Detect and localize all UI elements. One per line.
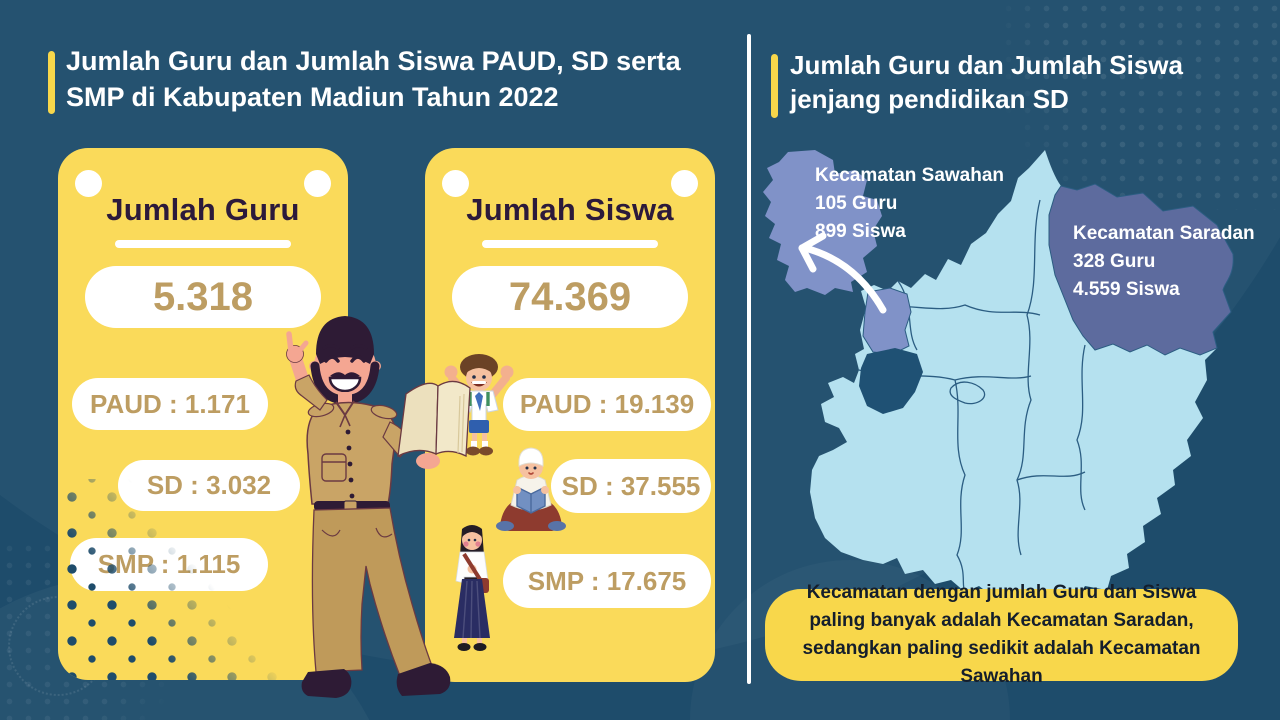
title-accent-bar (771, 54, 778, 118)
schoolgirl-icon (454, 525, 490, 651)
sawahan-callout: Kecamatan Sawahan 105 Guru 899 Siswa (815, 162, 1004, 246)
curved-arrow-icon (798, 232, 887, 314)
punch-hole (442, 170, 469, 197)
title-underline (482, 240, 658, 248)
section-divider (747, 34, 751, 684)
saradan-callout: Kecamatan Saradan 328 Guru 4.559 Siswa (1073, 220, 1255, 304)
siswa-card-title: Jumlah Siswa (466, 192, 674, 227)
title-underline (115, 240, 291, 248)
left-panel-title: Jumlah Guru dan Jumlah Siswa PAUD, SD se… (66, 46, 681, 112)
punch-hole (304, 170, 331, 197)
siswa-total-pill: 74.369 (452, 266, 688, 328)
siswa-paud-pill: PAUD : 19.139 (503, 378, 711, 431)
madiun-map (763, 150, 1234, 602)
teacher-illustration (286, 316, 471, 698)
sawahan-enlarged-shape (763, 150, 882, 295)
right-panel-title: Jumlah Guru dan Jumlah Siswa jenjang pen… (790, 50, 1183, 115)
sawahan-siswa: 899 Siswa (815, 221, 906, 242)
sawahan-guru: 105 Guru (815, 193, 898, 214)
guru-total-pill: 5.318 (85, 266, 321, 328)
conclusion-note: Kecamatan dengan jumlah Guru dan Siswa p… (765, 582, 1238, 687)
saradan-name: Kecamatan Saradan (1073, 223, 1255, 244)
siswa-sd-pill: SD : 37.555 (551, 459, 711, 513)
saradan-siswa: 4.559 Siswa (1073, 279, 1180, 300)
guru-card: Jumlah Guru 5.318 PAUD : 1.171 SD : 3.03… (58, 148, 348, 680)
map-region-saradan (1048, 183, 1234, 356)
map-region-sawahan (862, 287, 912, 355)
sawahan-name: Kecamatan Sawahan (815, 165, 1005, 186)
reading-boy-icon (496, 447, 566, 531)
punch-hole (671, 170, 698, 197)
guru-card-title: Jumlah Guru (106, 192, 300, 227)
punch-hole (75, 170, 102, 197)
dots-decoration (58, 479, 302, 680)
title-accent-bar (48, 51, 55, 114)
siswa-smp-pill: SMP : 17.675 (503, 554, 711, 608)
guru-paud-pill: PAUD : 1.171 (72, 378, 268, 430)
map-region-kota (859, 348, 923, 414)
saradan-guru: 328 Guru (1073, 251, 1156, 272)
